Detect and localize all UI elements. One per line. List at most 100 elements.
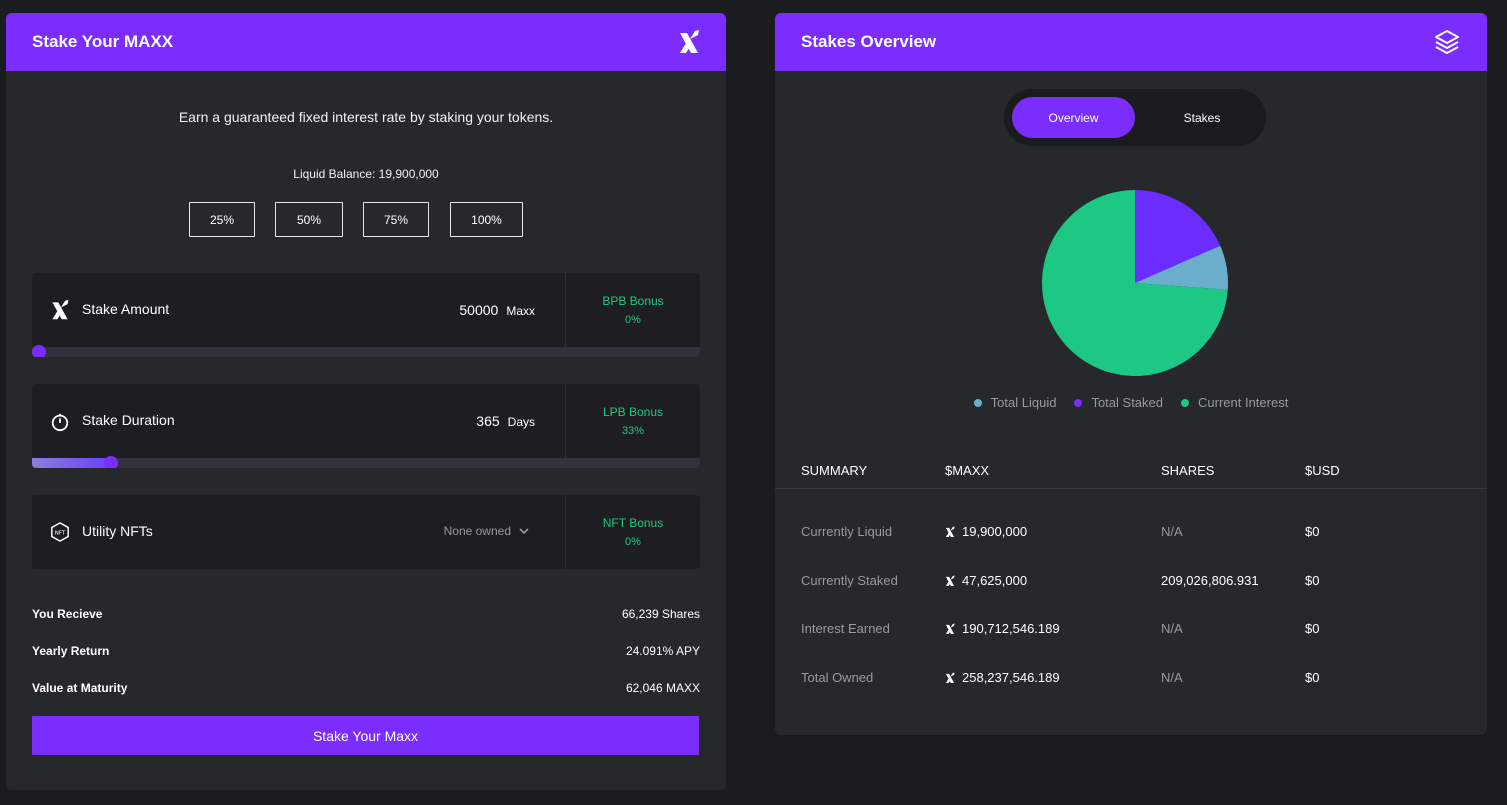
bpb-bonus: BPB Bonus 0% bbox=[565, 273, 700, 347]
legend-dot bbox=[1074, 398, 1083, 407]
lpb-bonus: LPB Bonus 33% bbox=[565, 384, 700, 458]
result-value-at-maturity: Value at Maturity 62,046 MAXX bbox=[32, 681, 700, 695]
legend-label: Total Staked bbox=[1091, 395, 1163, 410]
stake-amount-slider[interactable] bbox=[32, 345, 700, 357]
stake-amount-unit: Maxx bbox=[506, 304, 535, 318]
summary-row-maxx: 258,237,546.189 bbox=[945, 670, 1060, 685]
stake-duration-control: Stake Duration 365 Days LPB Bonus 33% bbox=[32, 384, 700, 468]
percent-50-button[interactable]: 50% bbox=[275, 202, 343, 237]
summary-row-shares: N/A bbox=[1161, 670, 1183, 685]
summary-row-maxx: 47,625,000 bbox=[945, 573, 1027, 588]
chevron-down-icon bbox=[519, 527, 529, 534]
legend-dot bbox=[973, 398, 982, 407]
summary-row-maxx: 190,712,546.189 bbox=[945, 621, 1060, 636]
summary-row-shares: N/A bbox=[1161, 524, 1183, 539]
overview-card-title: Stakes Overview bbox=[801, 32, 937, 51]
stake-duration-number[interactable]: 365 bbox=[476, 413, 500, 429]
nft-icon: NFT bbox=[51, 522, 69, 542]
summary-row-usd: $0 bbox=[1305, 524, 1320, 539]
nft-select-value: None owned bbox=[443, 524, 511, 538]
percent-25-button[interactable]: 25% bbox=[189, 202, 255, 237]
summary-row-shares: 209,026,806.931 bbox=[1161, 573, 1259, 588]
summary-row-shares: N/A bbox=[1161, 621, 1183, 636]
pie-slice-current-interest[interactable] bbox=[1042, 190, 1228, 376]
usd-header: $USD bbox=[1305, 463, 1340, 478]
stake-card-title: Stake Your MAXX bbox=[32, 32, 174, 51]
utility-nfts-label: Utility NFTs bbox=[82, 523, 153, 539]
stake-amount-slider-thumb[interactable] bbox=[32, 345, 46, 357]
maxx-value: 47,625,000 bbox=[962, 573, 1028, 588]
result-value: 66,239 Shares bbox=[621, 607, 700, 621]
nft-select-dropdown[interactable]: None owned bbox=[444, 524, 529, 538]
stake-duration-slider[interactable] bbox=[32, 456, 700, 468]
result-label: Yearly Return bbox=[32, 644, 110, 658]
result-yearly-return: Yearly Return 24.091% APY bbox=[32, 644, 700, 658]
nft-bonus-value: 0% bbox=[625, 536, 641, 548]
stake-amount-number[interactable]: 50000 bbox=[459, 302, 499, 318]
maxx-header: $MAXX bbox=[945, 463, 990, 478]
summary-row-label: Total Owned bbox=[801, 670, 874, 685]
summary-row-label: Interest Earned bbox=[801, 621, 890, 636]
summary-row-usd: $0 bbox=[1305, 621, 1320, 636]
stake-amount-control: Stake Amount 50000 Maxx BPB Bonus 0% bbox=[32, 273, 700, 357]
shares-header: SHARES bbox=[1161, 463, 1215, 478]
stake-duration-main: Stake Duration 365 Days bbox=[32, 384, 565, 458]
summary-row-maxx: 19,900,000 bbox=[945, 524, 1027, 539]
legend-label: Current Interest bbox=[1198, 395, 1289, 410]
summary-row-label: Currently Liquid bbox=[801, 524, 893, 539]
tab-stakes[interactable]: Stakes bbox=[1183, 110, 1221, 125]
maxx-token-icon bbox=[945, 672, 955, 683]
maxx-logo-icon bbox=[680, 30, 699, 53]
overview-stakes-toggle: Overview Stakes bbox=[1004, 89, 1266, 146]
pie-slice-total-staked[interactable] bbox=[1135, 190, 1221, 283]
stake-amount-main: Stake Amount 50000 Maxx bbox=[32, 273, 565, 347]
stakes-overview-card: Stakes Overview Overview Stakes Total Li… bbox=[775, 13, 1487, 735]
nft-bonus: NFT Bonus 0% bbox=[565, 495, 700, 569]
summary-row-label: Currently Staked bbox=[801, 573, 898, 588]
maxx-token-icon bbox=[52, 299, 69, 320]
maxx-value: 190,712,546.189 bbox=[962, 621, 1060, 636]
utility-nfts-main: NFT Utility NFTs None owned bbox=[32, 495, 565, 569]
summary-header: SUMMARY bbox=[801, 463, 868, 478]
stake-duration-slider-fill bbox=[32, 458, 111, 468]
summary-header-row: SUMMARY $MAXX SHARES $USD bbox=[775, 463, 1487, 489]
layers-icon bbox=[1435, 30, 1459, 54]
lpb-bonus-value: 33% bbox=[621, 425, 645, 437]
stake-card: Stake Your MAXX Earn a guaranteed fixed … bbox=[6, 13, 726, 790]
svg-text:NFT: NFT bbox=[55, 531, 66, 537]
stake-card-header: Stake Your MAXX bbox=[6, 13, 726, 71]
percent-100-button[interactable]: 100% bbox=[450, 202, 523, 237]
earn-description: Earn a guaranteed fixed interest rate by… bbox=[178, 109, 554, 125]
stake-your-maxx-button[interactable]: Stake Your Maxx bbox=[32, 716, 699, 755]
result-value: 62,046 MAXX bbox=[625, 681, 700, 695]
summary-row-usd: $0 bbox=[1305, 573, 1320, 588]
stake-duration-unit: Days bbox=[507, 415, 535, 429]
legend-item-current-interest: Current Interest bbox=[1181, 395, 1288, 410]
percent-75-button[interactable]: 75% bbox=[363, 202, 429, 237]
bpb-bonus-value: 0% bbox=[625, 314, 641, 326]
tab-overview[interactable]: Overview bbox=[1012, 97, 1135, 138]
result-value: 24.091% APY bbox=[625, 644, 700, 658]
bpb-bonus-label: BPB Bonus bbox=[602, 294, 664, 308]
nft-bonus-label: NFT Bonus bbox=[602, 516, 664, 530]
utility-nfts-control: NFT Utility NFTs None owned NFT Bonus 0% bbox=[32, 495, 700, 569]
result-you-receive: You Recieve 66,239 Shares bbox=[32, 607, 700, 621]
pie-legend: Total Liquid Total Staked Current Intere… bbox=[775, 395, 1487, 410]
stake-amount-label: Stake Amount bbox=[82, 301, 170, 317]
maxx-token-icon bbox=[945, 526, 955, 537]
legend-label: Total Liquid bbox=[990, 395, 1057, 410]
lpb-bonus-label: LPB Bonus bbox=[602, 405, 664, 419]
maxx-value: 258,237,546.189 bbox=[962, 670, 1060, 685]
stakes-pie-chart bbox=[1042, 190, 1228, 376]
pie-slice-total-liquid[interactable] bbox=[1135, 245, 1228, 290]
stake-duration-slider-thumb[interactable] bbox=[103, 456, 118, 468]
maxx-token-icon bbox=[945, 575, 955, 586]
result-label: You Recieve bbox=[32, 607, 103, 621]
stake-duration-value[interactable]: 365 Days bbox=[476, 413, 565, 429]
maxx-value: 19,900,000 bbox=[962, 524, 1028, 539]
legend-dot bbox=[1181, 398, 1189, 407]
liquid-balance: Liquid Balance: 19,900,000 bbox=[293, 167, 439, 181]
stake-amount-value[interactable]: 50000 Maxx bbox=[459, 302, 565, 318]
stake-duration-label: Stake Duration bbox=[82, 412, 175, 428]
maxx-token-icon bbox=[945, 623, 955, 634]
